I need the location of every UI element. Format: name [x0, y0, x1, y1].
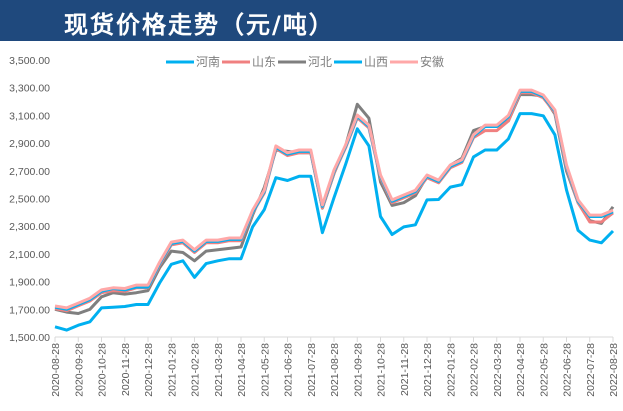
- y-tick-label: 2,500.00: [9, 194, 50, 206]
- legend-label: 山西: [364, 55, 388, 69]
- series-line-安徽: [54, 88, 614, 310]
- y-tick-label: 2,900.00: [9, 138, 50, 150]
- x-tick-label: 2022-08-28: [608, 343, 620, 397]
- x-tick-label: 2020-11-28: [120, 343, 132, 396]
- y-tick-label: 3,100.00: [9, 110, 50, 122]
- x-tick-label: 2020-08-28: [50, 343, 62, 397]
- y-tick-label: 3,300.00: [9, 83, 50, 95]
- y-tick-label: 2,300.00: [9, 221, 50, 233]
- x-tick-label: 2022-03-28: [492, 343, 504, 397]
- x-tick-label: 2021-04-28: [236, 343, 248, 397]
- x-tick-label: 2022-05-28: [538, 343, 550, 397]
- x-tick-label: 2020-10-28: [97, 343, 109, 397]
- x-tick-label: 2021-07-28: [306, 343, 318, 397]
- title-banner: 现货价格走势（元/吨）: [0, 0, 623, 41]
- x-tick-label: 2020-12-28: [143, 343, 155, 397]
- legend-label: 河南: [196, 54, 220, 69]
- x-tick-label: 2021-05-28: [259, 343, 271, 397]
- x-tick-label: 2021-02-28: [190, 343, 202, 397]
- x-tick-label: 2022-06-28: [562, 343, 574, 397]
- x-tick-label: 2020-09-28: [73, 343, 85, 397]
- y-tick-label: 2,100.00: [9, 249, 50, 261]
- y-tick-label: 2,700.00: [9, 166, 50, 178]
- series-line-河南: [54, 112, 615, 332]
- chart-title: 现货价格走势（元/吨）: [64, 11, 335, 39]
- x-tick-label: 2022-02-28: [469, 343, 481, 397]
- x-tick-label: 2022-04-28: [515, 343, 527, 397]
- y-tick-label: 1,900.00: [9, 277, 50, 289]
- legend-label: 安徽: [420, 54, 444, 69]
- x-tick-label: 2021-03-28: [213, 343, 225, 397]
- x-tick-label: 2021-01-28: [166, 343, 178, 397]
- x-tick-label: 2022-07-28: [585, 343, 597, 397]
- x-tick-label: 2022-01-28: [445, 343, 457, 397]
- x-tick-label: 2021-06-28: [283, 343, 295, 397]
- x-tick-label: 2021-11-28: [399, 343, 411, 396]
- legend-label: 河北: [308, 55, 332, 69]
- x-tick-label: 2021-08-28: [329, 343, 341, 397]
- y-tick-label: 3,500.00: [9, 55, 50, 67]
- y-tick-label: 1,500.00: [9, 332, 50, 344]
- x-tick-label: 2021-12-28: [422, 343, 434, 397]
- legend-label: 山东: [252, 55, 276, 69]
- line-chart: 1,500.00 1,700.00 1,900.00 2,100.00 2,300.00…: [9, 54, 620, 397]
- x-tick-label: 2021-09-28: [352, 343, 364, 397]
- x-tick-label: 2021-10-28: [376, 343, 388, 397]
- series-line-河北: [54, 93, 615, 315]
- y-tick-label: 1,700.00: [9, 304, 50, 316]
